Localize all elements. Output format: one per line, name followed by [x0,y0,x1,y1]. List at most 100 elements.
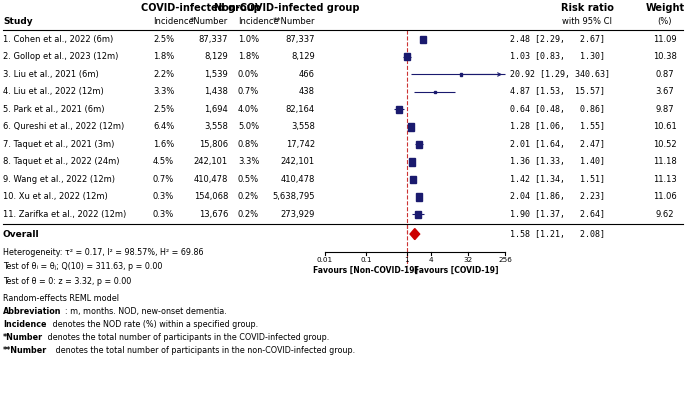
Text: 32: 32 [464,257,473,263]
Bar [408,123,414,131]
Text: Weight: Weight [645,3,684,13]
Text: 0.3%: 0.3% [153,192,174,202]
Text: 2.48 [2.29,   2.67]: 2.48 [2.29, 2.67] [510,35,605,44]
Text: 5,638,795: 5,638,795 [273,192,315,202]
Text: 0.7%: 0.7% [238,87,259,97]
Text: 11. Zarifka et al., 2022 (12m): 11. Zarifka et al., 2022 (12m) [3,210,126,219]
Text: 6. Qureshi et al., 2022 (12m): 6. Qureshi et al., 2022 (12m) [3,123,124,131]
Text: Abbreviation: Abbreviation [3,307,62,316]
Text: 8,129: 8,129 [291,52,315,61]
Text: 87,337: 87,337 [199,35,228,44]
Bar [404,53,410,60]
Text: **Number: **Number [3,346,47,355]
Text: 256: 256 [498,257,512,263]
Text: 3.3%: 3.3% [153,87,175,97]
Text: Incidence: Incidence [153,17,194,26]
Text: 10. Xu et al., 2022 (12m): 10. Xu et al., 2022 (12m) [3,192,108,202]
Text: 9.87: 9.87 [656,105,674,114]
Text: Random-effects REML model: Random-effects REML model [3,294,119,303]
Text: 9. Wang et al., 2022 (12m): 9. Wang et al., 2022 (12m) [3,175,115,184]
Polygon shape [410,228,420,239]
Text: 10.52: 10.52 [653,140,677,149]
Text: 10.61: 10.61 [653,123,677,131]
Bar [460,73,462,76]
Text: Incidence: Incidence [238,17,279,26]
Text: 11.06: 11.06 [653,192,677,202]
Text: Risk ratio: Risk ratio [561,3,614,13]
Text: denotes the NOD rate (%) within a specified group.: denotes the NOD rate (%) within a specif… [50,320,258,329]
Text: 0.5%: 0.5% [238,175,259,184]
Text: COVID-infected group: COVID-infected group [140,3,260,13]
Text: 2.2%: 2.2% [153,70,174,79]
Text: 1.28 [1.06,   1.55]: 1.28 [1.06, 1.55] [510,123,605,131]
Text: 0.87: 0.87 [656,70,674,79]
Text: 4.5%: 4.5% [153,158,174,166]
Text: 9.62: 9.62 [656,210,674,219]
Text: 4. Liu et al., 2022 (12m): 4. Liu et al., 2022 (12m) [3,87,103,97]
Text: 5.0%: 5.0% [238,123,259,131]
Text: 1.58 [1.21,   2.08]: 1.58 [1.21, 2.08] [510,230,605,239]
Text: 0.3%: 0.3% [153,210,174,219]
Text: 1.90 [1.37,   2.64]: 1.90 [1.37, 2.64] [510,210,605,219]
Text: 1.8%: 1.8% [238,52,259,61]
Text: 0.1: 0.1 [360,257,371,263]
Text: 1,539: 1,539 [204,70,228,79]
Bar [415,211,421,218]
Text: 13,676: 13,676 [199,210,228,219]
Text: **Number: **Number [273,17,315,26]
Text: 3. Liu et al., 2021 (6m): 3. Liu et al., 2021 (6m) [3,70,99,79]
Text: Favours [Non-COVID-19]: Favours [Non-COVID-19] [313,265,419,274]
Text: 6.4%: 6.4% [153,123,174,131]
Text: *Number: *Number [3,333,43,342]
Text: (%): (%) [658,17,672,26]
Text: 1,694: 1,694 [204,105,228,114]
Text: Non-COVID-infected group: Non-COVID-infected group [214,3,359,13]
Bar [396,106,401,113]
Text: 242,101: 242,101 [194,158,228,166]
Text: 7. Taquet et al., 2021 (3m): 7. Taquet et al., 2021 (3m) [3,140,114,149]
Text: 1.42 [1.34,   1.51]: 1.42 [1.34, 1.51] [510,175,605,184]
Text: 410,478: 410,478 [281,175,315,184]
Text: 3.67: 3.67 [656,87,674,97]
Text: 410,478: 410,478 [194,175,228,184]
Text: 0.64 [0.48,   0.86]: 0.64 [0.48, 0.86] [510,105,605,114]
Text: 1,438: 1,438 [204,87,228,97]
Text: Test of θ = 0: z = 3.32, p = 0.00: Test of θ = 0: z = 3.32, p = 0.00 [3,277,132,286]
Text: 2.5%: 2.5% [153,105,174,114]
Text: Test of θᵢ = θⱼ; Q(10) = 311.63, p = 0.00: Test of θᵢ = θⱼ; Q(10) = 311.63, p = 0.0… [3,262,162,271]
Text: 0.0%: 0.0% [238,70,259,79]
Text: 3,558: 3,558 [291,123,315,131]
Bar [420,36,426,43]
Text: 1.36 [1.33,   1.40]: 1.36 [1.33, 1.40] [510,158,605,166]
Text: Favours [COVID-19]: Favours [COVID-19] [414,265,498,274]
Text: 4.87 [1.53,  15.57]: 4.87 [1.53, 15.57] [510,87,605,97]
Text: 466: 466 [299,70,315,79]
Text: Study: Study [3,17,33,26]
Text: 4.0%: 4.0% [238,105,259,114]
Text: 1. Cohen et al., 2022 (6m): 1. Cohen et al., 2022 (6m) [3,35,113,44]
Text: 11.18: 11.18 [653,158,677,166]
Text: 0.8%: 0.8% [238,140,259,149]
Text: Heterogeneity: τ² = 0.17, I² = 98.57%, H² = 69.86: Heterogeneity: τ² = 0.17, I² = 98.57%, H… [3,248,203,257]
Bar [416,141,422,148]
Text: 2.04 [1.86,   2.23]: 2.04 [1.86, 2.23] [510,192,605,202]
Text: 273,929: 273,929 [281,210,315,219]
Text: 154,068: 154,068 [194,192,228,202]
Text: 0.01: 0.01 [317,257,333,263]
Text: 5. Park et al., 2021 (6m): 5. Park et al., 2021 (6m) [3,105,105,114]
Text: denotes the total number of participants in the non-COVID-infected group.: denotes the total number of participants… [53,346,355,355]
Text: 2.01 [1.64,   2.47]: 2.01 [1.64, 2.47] [510,140,605,149]
Text: 438: 438 [299,87,315,97]
Text: 242,101: 242,101 [281,158,315,166]
Text: 11.13: 11.13 [653,175,677,184]
Bar [434,91,436,93]
Text: 1: 1 [404,257,409,263]
Text: 8,129: 8,129 [204,52,228,61]
Text: 87,337: 87,337 [286,35,315,44]
Bar [409,158,415,166]
Text: 17,742: 17,742 [286,140,315,149]
Text: 0.2%: 0.2% [238,210,259,219]
Text: 20.92 [1.29, 340.63]: 20.92 [1.29, 340.63] [510,70,610,79]
Text: 1.03 [0.83,   1.30]: 1.03 [0.83, 1.30] [510,52,605,61]
Text: : m, months. NOD, new-onset dementia.: : m, months. NOD, new-onset dementia. [65,307,227,316]
